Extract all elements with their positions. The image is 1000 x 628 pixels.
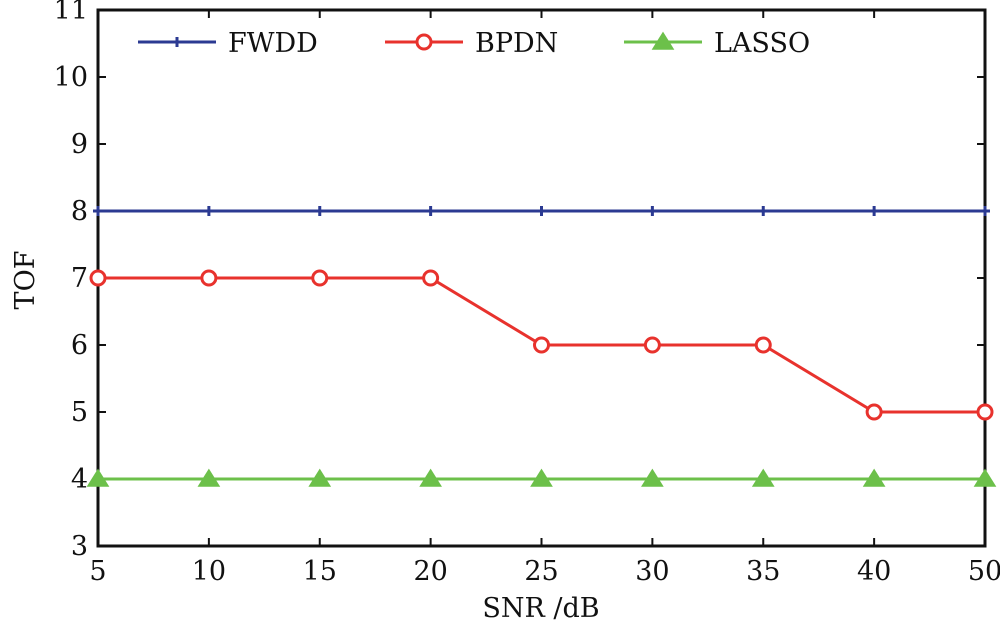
y-tick-label: 5 xyxy=(71,397,88,428)
x-tick-label: 30 xyxy=(635,556,669,587)
axes: 5 10 15 20 25 30 35 40 50 3 4 5 6 7 8 9 10 11 xyxy=(54,0,1000,587)
series-bpdn-point xyxy=(976,403,994,421)
x-tick-label: 50 xyxy=(968,556,1000,587)
series-fwdd xyxy=(93,206,990,216)
series-fwdd-point xyxy=(758,206,769,216)
series-bpdn-point xyxy=(422,269,440,287)
x-tick-label: 25 xyxy=(524,556,558,587)
series-lasso-point xyxy=(641,468,664,487)
legend: FWDD BPDN LASSO xyxy=(138,28,810,59)
series-bpdn-point xyxy=(89,269,107,287)
series-fwdd-point xyxy=(536,206,547,216)
series-fwdd-point xyxy=(647,206,658,216)
series-fwdd-point xyxy=(980,206,990,216)
series-fwdd-point xyxy=(314,206,325,216)
series-fwdd-point xyxy=(869,206,880,216)
series-lasso xyxy=(86,468,997,487)
y-tick-label: 8 xyxy=(71,196,88,227)
series-lasso-point xyxy=(862,468,886,487)
x-tick-label: 20 xyxy=(413,556,447,587)
series-lasso-point xyxy=(197,468,221,487)
legend-fwdd-label: FWDD xyxy=(228,28,318,59)
series-lasso-point xyxy=(308,468,332,487)
legend-lasso-point xyxy=(651,31,675,50)
x-tick-label: 40 xyxy=(857,556,891,587)
series-bpdn-point xyxy=(865,403,883,421)
y-tick-label: 7 xyxy=(71,263,88,294)
y-tick-label: 6 xyxy=(71,330,88,361)
series-bpdn-point xyxy=(200,269,218,287)
y-tick-label: 3 xyxy=(71,531,88,562)
series-bpdn-point xyxy=(643,336,661,354)
x-tick-label: 5 xyxy=(89,556,106,587)
series-layer xyxy=(86,206,997,487)
legend-bpdn-point xyxy=(415,33,433,51)
series-bpdn xyxy=(89,269,994,421)
series-lasso-point xyxy=(973,468,997,487)
series-bpdn-point xyxy=(311,269,329,287)
legend-fwdd-point xyxy=(172,37,182,47)
legend-bpdn-label: BPDN xyxy=(475,28,558,59)
y-axis-title: TOF xyxy=(10,251,41,310)
x-tick-label: 15 xyxy=(303,556,337,587)
series-fwdd-point xyxy=(203,206,214,216)
x-tick-label: 35 xyxy=(746,556,780,587)
series-fwdd-point xyxy=(425,206,436,216)
y-tick-label: 10 xyxy=(54,62,88,93)
y-tick-label: 4 xyxy=(71,464,88,495)
series-lasso-point xyxy=(530,468,553,487)
y-tick-label: 9 xyxy=(71,129,88,160)
series-lasso-point xyxy=(751,468,775,487)
series-fwdd-point xyxy=(93,206,103,216)
y-tick-label: 11 xyxy=(54,0,88,26)
series-bpdn-point xyxy=(754,336,772,354)
x-axis-title: SNR /dB xyxy=(482,593,599,624)
x-tick-label: 10 xyxy=(192,556,226,587)
series-lasso-point xyxy=(86,468,110,487)
legend-lasso-label: LASSO xyxy=(714,28,810,59)
series-bpdn-point xyxy=(533,336,550,354)
series-lasso-point xyxy=(419,468,442,487)
